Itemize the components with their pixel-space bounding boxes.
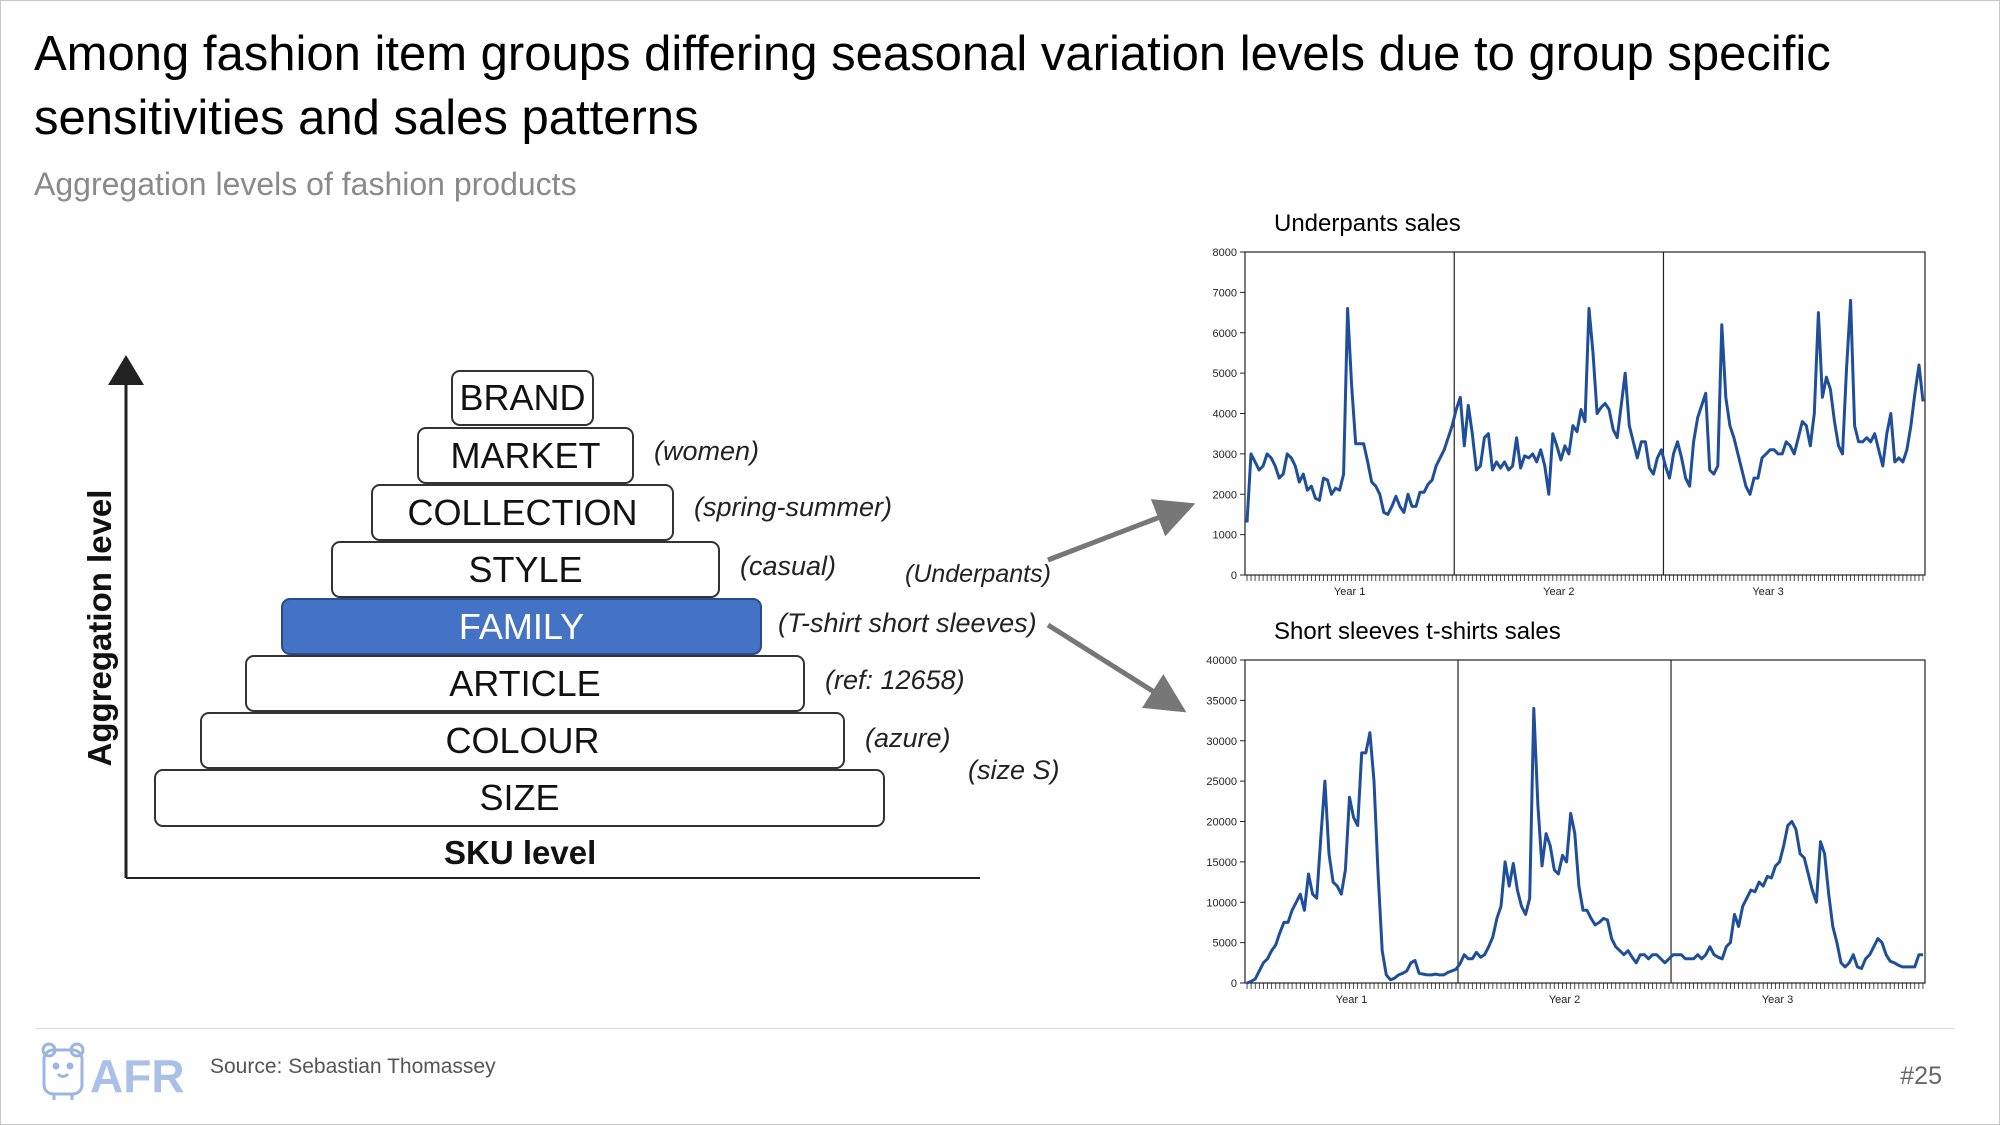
example-article: (ref: 12658)	[825, 665, 965, 695]
slide-number: #25	[1900, 1062, 1942, 1090]
level-family: FAMILY	[281, 598, 762, 655]
level-collection: COLLECTION	[371, 484, 674, 541]
footer-divider	[36, 1028, 1954, 1029]
level-style: STYLE	[331, 541, 720, 598]
y-tick-label: 0	[1231, 570, 1237, 582]
y-tick-label: 10000	[1206, 897, 1237, 909]
y-tick-label: 1000	[1213, 530, 1237, 542]
y-tick-label: 5000	[1213, 938, 1237, 950]
year-label: Year 2	[1549, 994, 1580, 1006]
chart-title-tshirts: Short sleeves t-shirts sales	[1274, 618, 1561, 645]
year-label: Year 1	[1336, 994, 1367, 1006]
y-tick-label: 0	[1231, 978, 1237, 990]
chart-title-underpants: Underpants sales	[1274, 210, 1461, 237]
example-family: (T-shirt short sleeves)	[778, 608, 1037, 638]
level-brand: BRAND	[451, 370, 594, 426]
example-collection: (spring-summer)	[694, 492, 893, 522]
y-tick-label: 25000	[1206, 776, 1237, 788]
y-tick-label: 2000	[1213, 489, 1237, 501]
y-tick-label: 4000	[1213, 409, 1237, 421]
y-tick-label: 5000	[1213, 368, 1237, 380]
sales-line	[1246, 706, 1923, 985]
y-tick-label: 20000	[1206, 817, 1237, 829]
sales-line	[1245, 298, 1925, 523]
level-size: SIZE	[154, 769, 885, 827]
slide-title: Among fashion item groups differing seas…	[34, 27, 1831, 145]
y-tick-label: 15000	[1206, 857, 1237, 869]
arrow-to-underpants-chart	[1047, 499, 1196, 563]
arrow-to-tshirt-chart	[1046, 622, 1187, 713]
level-colour: COLOUR	[200, 712, 845, 769]
y-tick-label: 8000	[1213, 247, 1237, 259]
year-label: Year 1	[1334, 586, 1365, 598]
y-tick-label: 30000	[1206, 736, 1237, 748]
example-size: (size S)	[968, 755, 1060, 785]
x-axis-label: SKU level	[444, 834, 597, 871]
level-article: ARTICLE	[245, 655, 805, 712]
year-label: Year 3	[1752, 586, 1783, 598]
level-market: MARKET	[417, 427, 634, 484]
y-tick-label: 6000	[1213, 328, 1237, 340]
year-label: Year 2	[1543, 586, 1574, 598]
bear-logo-icon	[41, 1042, 85, 1100]
source-note: Source: Sebastian Thomassey	[210, 1055, 496, 1078]
y-tick-label: 40000	[1206, 655, 1237, 667]
example-style: (casual)	[740, 551, 837, 581]
underpants-sales-chart: 0 1000 2000 3000 4000 5000 6000 7000 8000 Year 1 Y…	[1213, 247, 1926, 598]
y-tick-label: 35000	[1206, 695, 1237, 707]
example-market: (women)	[654, 436, 760, 466]
logo-text: AFR	[90, 1050, 185, 1102]
afr-logo: AFR	[40, 1040, 200, 1104]
underpants-note: (Underpants)	[905, 560, 1051, 588]
tshirt-sales-chart: 0 5000 10000 15000 20000 25000 30000 35000 40000…	[1206, 655, 1926, 1006]
y-tick-label: 7000	[1213, 287, 1237, 299]
slide-subtitle: Aggregation levels of fashion products	[34, 166, 577, 202]
y-tick-label: 3000	[1213, 449, 1237, 461]
example-colour: (azure)	[865, 723, 951, 753]
year-label: Year 3	[1762, 994, 1793, 1006]
